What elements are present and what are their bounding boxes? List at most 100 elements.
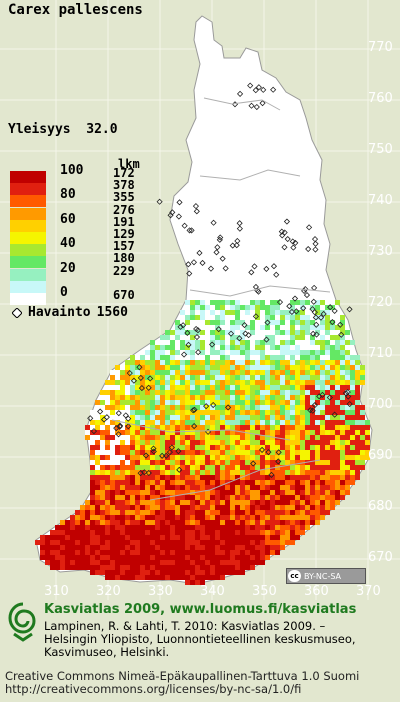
grid-cell — [95, 420, 100, 425]
grid-cell — [300, 445, 305, 450]
grid-cell — [100, 470, 105, 475]
grid-cell — [360, 450, 365, 455]
grid-cell — [130, 470, 135, 475]
grid-cell — [110, 515, 115, 520]
grid-cell — [340, 485, 345, 490]
observation-marker — [338, 331, 345, 338]
grid-cell — [115, 510, 120, 515]
grid-cell — [115, 505, 120, 510]
grid-cell — [200, 455, 205, 460]
grid-cell — [230, 520, 235, 525]
grid-cell — [105, 400, 110, 405]
grid-cell — [285, 390, 290, 395]
grid-cell — [170, 470, 175, 475]
grid-cell — [205, 390, 210, 395]
license-url[interactable]: http://creativecommons.org/licenses/by-n… — [5, 682, 302, 696]
grid-cell — [170, 350, 175, 355]
grid-cell — [235, 530, 240, 535]
grid-cell — [155, 410, 160, 415]
grid-cell — [235, 510, 240, 515]
grid-cell — [190, 555, 195, 560]
grid-cell — [180, 480, 185, 485]
observation-marker — [305, 245, 312, 253]
grid-cell — [60, 520, 65, 525]
grid-cell — [330, 385, 335, 390]
observation-marker — [236, 335, 243, 342]
atlas-link[interactable]: Kasviatlas 2009, www.luomus.fi/kasviatla… — [44, 602, 357, 617]
grid-cell — [95, 540, 100, 545]
grid-cell — [240, 410, 245, 415]
grid-cell — [140, 570, 145, 575]
grid-cell — [275, 400, 280, 405]
grid-cell — [195, 580, 200, 585]
grid-cell — [210, 465, 215, 470]
grid-cell — [220, 475, 225, 480]
grid-cell — [90, 420, 95, 425]
grid-cell — [220, 500, 225, 505]
grid-cell — [245, 375, 250, 380]
grid-cell — [85, 430, 90, 435]
grid-cell — [270, 345, 275, 350]
grid-cell — [295, 485, 300, 490]
grid-cell — [120, 490, 125, 495]
legend-swatch — [10, 244, 46, 257]
grid-cell — [150, 525, 155, 530]
grid-cell — [345, 490, 350, 495]
grid-cell — [165, 545, 170, 550]
grid-cell — [145, 545, 150, 550]
grid-cell — [140, 505, 145, 510]
grid-cell — [275, 460, 280, 465]
observation-marker — [159, 452, 166, 459]
grid-cell — [190, 350, 195, 355]
grid-cell — [115, 570, 120, 575]
grid-cell — [110, 490, 115, 495]
grid-cell — [355, 375, 360, 380]
grid-cell — [335, 440, 340, 445]
grid-cell — [230, 450, 235, 455]
observation-marker — [270, 86, 277, 93]
grid-cell — [230, 460, 235, 465]
grid-cell — [260, 360, 265, 365]
grid-cell — [220, 545, 225, 550]
grid-cell — [145, 375, 150, 380]
grid-cell — [115, 515, 120, 520]
grid-cell — [280, 310, 285, 315]
observation-marker — [247, 82, 254, 89]
grid-cell — [260, 535, 265, 540]
grid-cell — [170, 525, 175, 530]
grid-cell — [210, 475, 215, 480]
grid-cell — [360, 460, 365, 465]
grid-cell — [275, 380, 280, 385]
grid-cell — [230, 560, 235, 565]
observation-marker — [196, 249, 203, 257]
grid-cell — [185, 375, 190, 380]
grid-cell — [290, 390, 295, 395]
grid-cell — [310, 305, 315, 310]
cc-badge[interactable]: cc BY-NC-SA — [286, 568, 366, 584]
grid-cell — [225, 465, 230, 470]
grid-cell — [245, 395, 250, 400]
region-borders — [111, 97, 331, 501]
grid-cell — [235, 470, 240, 475]
grid-cell — [315, 365, 320, 370]
grid-cell — [245, 545, 250, 550]
grid-cell — [165, 345, 170, 350]
grid-cell — [360, 425, 365, 430]
grid-cell — [135, 485, 140, 490]
grid-cell — [255, 510, 260, 515]
grid-cell — [265, 340, 270, 345]
grid-cell — [140, 370, 145, 375]
grid-cell — [250, 560, 255, 565]
grid-cell — [150, 390, 155, 395]
grid-cell — [275, 510, 280, 515]
grid-cell — [350, 380, 355, 385]
grid-cell — [285, 345, 290, 350]
grid-cell — [255, 435, 260, 440]
grid-cell — [105, 465, 110, 470]
grid-cell — [200, 545, 205, 550]
grid-cell — [125, 490, 130, 495]
grid-cell — [205, 430, 210, 435]
grid-cell — [215, 365, 220, 370]
grid-cell — [240, 445, 245, 450]
grid-cell — [300, 310, 305, 315]
